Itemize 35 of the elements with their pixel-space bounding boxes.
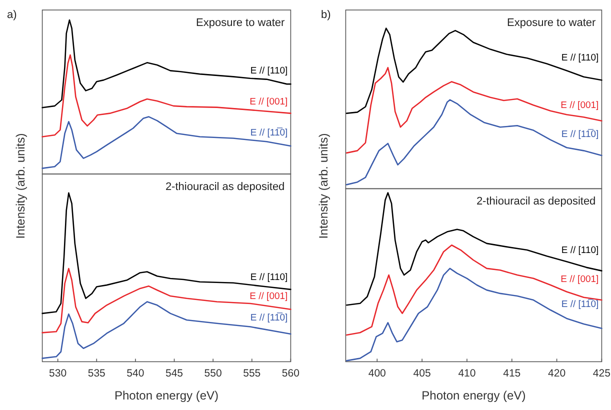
chart-title: Exposure to water (196, 17, 286, 29)
series-label: E // [11̅0] (561, 299, 599, 310)
series-label: E // [110] (250, 66, 288, 77)
x-axis-title: Photon energy (eV) (114, 388, 219, 403)
chart-title: Exposure to water (507, 17, 596, 29)
chart-title: 2-thiouracil as deposited (476, 196, 596, 208)
series-label: E // [110] (250, 272, 288, 283)
x-tick-label: 535 (88, 368, 106, 380)
series-label: E // [11̅0] (250, 127, 288, 138)
series-label: E // [110] (561, 52, 599, 64)
series-label: E // [001] (560, 100, 599, 111)
series-label: E // [110] (561, 245, 599, 256)
x-tick-label: 555 (243, 368, 261, 380)
y-axis-title: Intensity (arb. units) (316, 133, 331, 239)
x-tick-label: 405 (413, 368, 431, 380)
series-label: E // [001] (250, 96, 288, 108)
series-label: E // [11̅0] (561, 128, 599, 140)
x-tick-label: 425 (592, 368, 611, 380)
text: a) (7, 9, 17, 21)
x-tick-label: 545 (165, 368, 184, 380)
x-tick-label: 550 (204, 368, 222, 380)
series-label: E // [001] (560, 274, 599, 285)
x-tick-label: 540 (126, 368, 144, 380)
x-tick-label: 400 (368, 368, 386, 380)
x-tick-label: 420 (548, 368, 566, 380)
chart-title: 2-thiouracil as deposited (165, 181, 285, 193)
x-tick-label: 410 (458, 368, 476, 380)
x-tick-label: 560 (282, 368, 300, 380)
x-axis-title: Photon energy (eV) (422, 388, 526, 403)
series-label: E // [001] (250, 290, 288, 302)
x-tick-label: 415 (503, 368, 521, 380)
text: b) (321, 9, 331, 21)
x-tick-label: 530 (49, 368, 67, 380)
series-label: E // [11̅0] (250, 312, 288, 324)
y-axis-title: Intensity (arb. units) (13, 133, 28, 239)
